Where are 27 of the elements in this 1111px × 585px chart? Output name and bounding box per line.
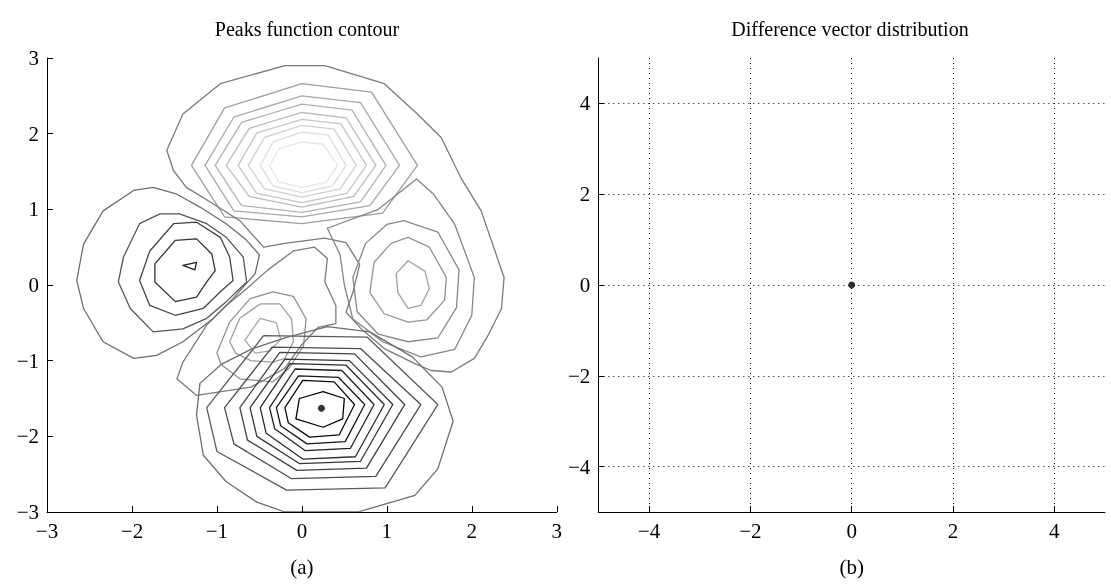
x-axis-title: (a) [290,554,314,579]
x-tick-label: 2 [466,518,478,543]
y-tick-label: −2 [568,363,591,388]
x-tick-label: −2 [120,518,144,543]
x-tick-label: −1 [205,518,229,543]
x-tick-label: 1 [381,518,393,543]
x-tick-label: −4 [637,518,661,543]
x-tick-label: 2 [947,518,959,543]
y-tick-label: 4 [579,91,591,116]
y-tick-label: −1 [16,348,39,373]
x-tick-label: 4 [1049,518,1061,543]
x-tick-label: 0 [296,518,308,543]
y-tick-label: 1 [28,197,39,222]
y-tick-label: 3 [28,46,39,70]
chart-title: Difference vector distribution [731,18,969,40]
x-tick-label: 3 [551,518,562,543]
y-tick-label: −2 [16,424,39,449]
y-tick-label: −3 [16,500,39,524]
x-tick-label: −2 [739,518,762,543]
y-tick-label: 2 [28,121,39,146]
chart-title: Peaks function contour [214,18,400,40]
x-tick-label: 0 [846,518,857,543]
x-axis-title: (b) [839,554,864,579]
y-tick-label: −4 [568,454,591,479]
y-tick-label: 0 [579,273,591,297]
y-tick-label: 0 [28,273,39,297]
y-tick-label: 2 [579,182,591,207]
